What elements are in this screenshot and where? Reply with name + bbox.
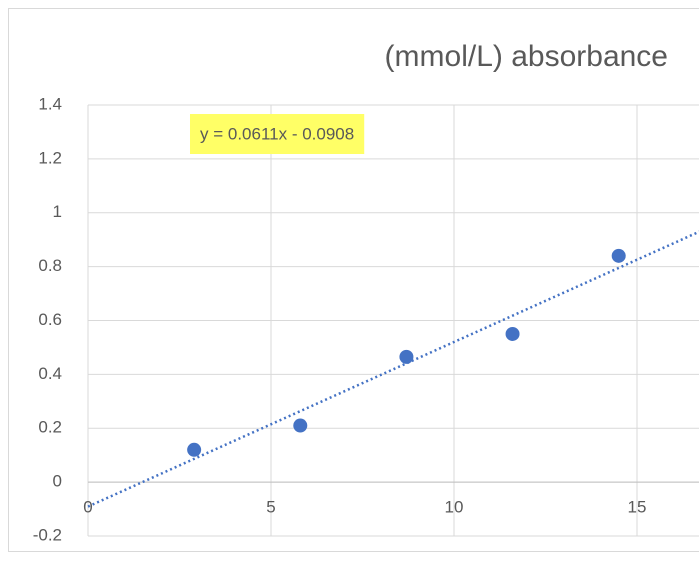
- x-tick-label: 0: [83, 498, 92, 517]
- y-tick-label: 0.8: [38, 256, 62, 275]
- trendline: [87, 230, 699, 508]
- data-point: [187, 442, 202, 457]
- trendline-label: y = 0.0611x - 0.0908: [200, 124, 354, 143]
- data-point: [293, 418, 308, 433]
- y-tick-label: 0.4: [38, 364, 62, 383]
- y-tick-label: 1: [53, 202, 62, 221]
- trendline-label-background: [190, 114, 365, 154]
- x-tick-label: 10: [445, 498, 464, 517]
- y-tick-label: 0.6: [38, 310, 62, 329]
- chart-title: (mmol/L) absorbance: [385, 40, 668, 73]
- data-point: [505, 326, 520, 341]
- data-point: [399, 349, 414, 364]
- y-tick-label: -0.2: [33, 525, 62, 544]
- x-tick-label: 15: [628, 498, 647, 517]
- y-tick-label: 0: [53, 472, 62, 491]
- y-tick-label: 1.4: [38, 94, 62, 113]
- x-tick-label: 5: [266, 498, 275, 517]
- chart-border: [8, 8, 699, 552]
- data-point: [611, 248, 626, 263]
- y-tick-label: 1.2: [38, 148, 62, 167]
- y-tick-label: 0.2: [38, 418, 62, 437]
